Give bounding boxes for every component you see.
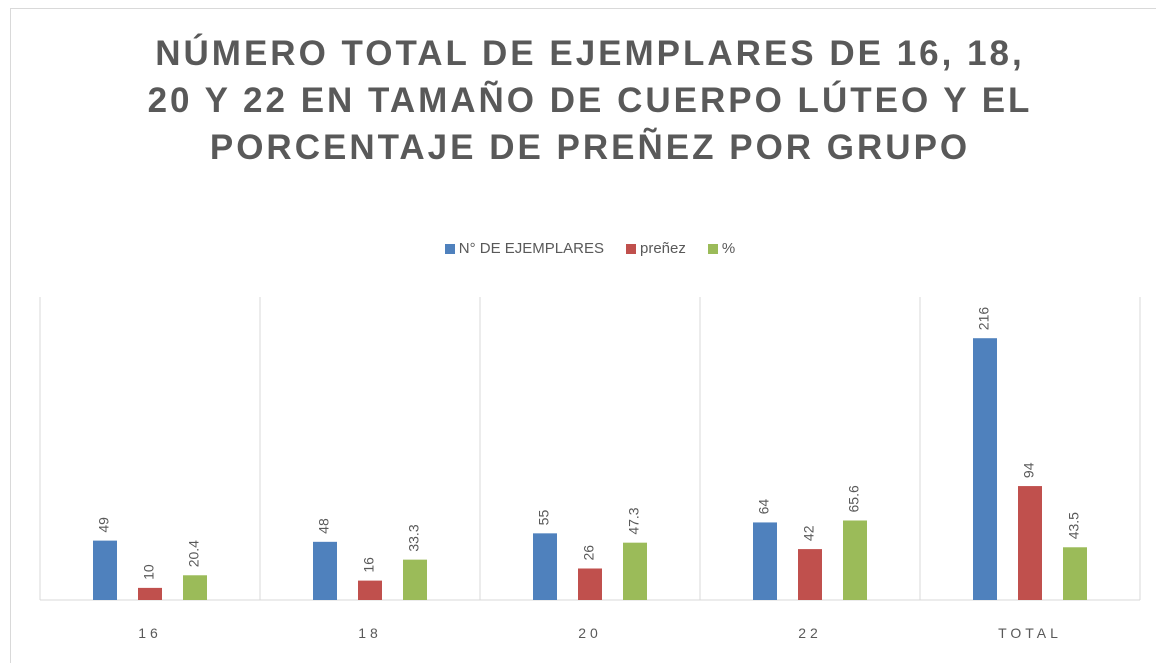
x-tick-label: 22	[798, 625, 822, 641]
frame	[10, 8, 1156, 663]
legend-label: %	[721, 240, 736, 257]
data-label: 47.3	[626, 507, 642, 534]
data-label: 20.4	[186, 540, 202, 567]
data-label: 16	[361, 557, 377, 573]
bar	[623, 542, 647, 600]
bar	[138, 587, 162, 600]
legend-item: %	[707, 240, 736, 257]
x-tick-label: TOTAL	[998, 625, 1062, 641]
bar	[798, 549, 822, 600]
data-label: 26	[581, 545, 597, 561]
bar	[403, 559, 427, 600]
legend-swatch	[444, 243, 455, 254]
legend-label: preñez	[639, 240, 686, 257]
bar	[843, 520, 867, 600]
legend-label: N° DE EJEMPLARES	[458, 240, 604, 257]
x-tick-label: 20	[578, 625, 602, 641]
data-label: 10	[141, 564, 157, 580]
chart-title: NÚMERO TOTAL DE EJEMPLARES DE 16, 18, 20…	[147, 34, 1033, 167]
data-label: 64	[756, 499, 772, 515]
data-label: 49	[96, 517, 112, 533]
data-label: 216	[976, 307, 992, 331]
data-label: 55	[536, 510, 552, 526]
bar	[533, 533, 557, 600]
bar	[93, 540, 117, 600]
data-label: 48	[316, 518, 332, 534]
data-label: 42	[801, 525, 817, 541]
x-tick-label: 16	[138, 625, 162, 641]
legend-swatch	[625, 243, 636, 254]
bar	[1063, 547, 1087, 600]
legend: N° DE EJEMPLARES preñez%	[0, 240, 1156, 257]
data-label: 94	[1021, 462, 1037, 478]
legend-item: preñez	[625, 240, 686, 257]
bar	[358, 580, 382, 600]
bar	[973, 338, 997, 600]
data-label: 33.3	[406, 524, 422, 551]
data-label: 43.5	[1066, 512, 1082, 539]
data-label: 65.6	[846, 485, 862, 512]
bar	[183, 575, 207, 600]
bar	[753, 522, 777, 600]
bar	[1018, 486, 1042, 600]
bar	[578, 568, 602, 600]
legend-item: N° DE EJEMPLARES	[444, 240, 604, 257]
bar	[313, 541, 337, 600]
legend-swatch	[707, 243, 718, 254]
x-tick-label: 18	[358, 625, 382, 641]
